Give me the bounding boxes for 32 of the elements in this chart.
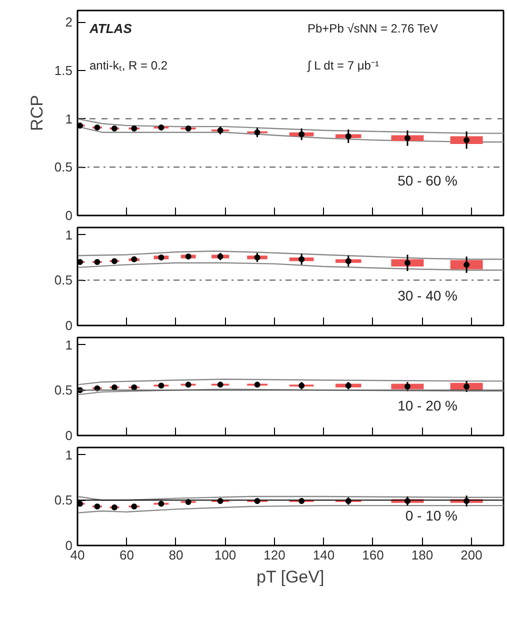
y-tick-label: 0.5 bbox=[54, 492, 73, 508]
x-tick-label: 160 bbox=[362, 548, 384, 562]
x-tick-label: 200 bbox=[460, 548, 482, 562]
y-tick-label: 2 bbox=[65, 14, 73, 30]
y-tick-label: 0.5 bbox=[54, 160, 73, 175]
annotation: 30 - 40 % bbox=[398, 288, 458, 304]
annotation: ATLAS bbox=[88, 21, 132, 36]
x-tick-label: 180 bbox=[411, 548, 434, 562]
y-tick-label: 0 bbox=[65, 318, 73, 333]
y-tick-label: 1 bbox=[65, 227, 73, 242]
y-tick-label: 0 bbox=[65, 428, 73, 443]
y-tick-label: 0 bbox=[65, 208, 73, 223]
x-tick-label: 80 bbox=[168, 548, 184, 562]
y-tick-label: 1 bbox=[65, 447, 73, 462]
x-axis-title: pT [GeV] bbox=[256, 568, 324, 586]
x-tick-label: 100 bbox=[214, 548, 236, 562]
annotation: Pb+Pb √sNN = 2.76 TeV bbox=[308, 22, 438, 36]
annotation: 50 - 60 % bbox=[398, 172, 458, 188]
annotation: ∫ L dt = 7 μb⁻¹ bbox=[306, 58, 379, 72]
annotation: 10 - 20 % bbox=[398, 398, 458, 414]
y-tick-label: 0.5 bbox=[54, 272, 73, 288]
y-tick-label: 1 bbox=[65, 111, 73, 126]
x-tick-label: 120 bbox=[264, 548, 286, 562]
y-axis-title: RCP bbox=[27, 95, 46, 131]
y-tick-label: 0.5 bbox=[54, 382, 73, 398]
y-tick-label: 1.5 bbox=[54, 62, 73, 78]
annotation: 0 - 10 % bbox=[405, 508, 458, 524]
annotation: anti-kₜ, R = 0.2 bbox=[90, 58, 168, 72]
y-tick-label: 1 bbox=[65, 337, 73, 352]
x-tick-label: 140 bbox=[312, 548, 335, 562]
y-tick-label: 0 bbox=[65, 538, 73, 553]
x-tick-label: 60 bbox=[120, 548, 134, 562]
